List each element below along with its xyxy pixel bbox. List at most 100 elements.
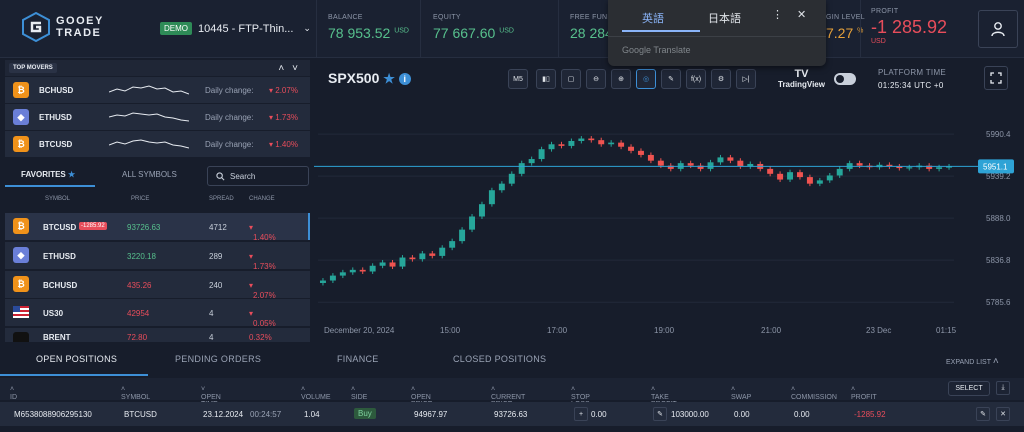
tab-finance[interactable]: FINANCE (337, 354, 379, 364)
user-icon (991, 22, 1005, 37)
gear-icon[interactable]: ⚙ (711, 69, 731, 89)
candle (459, 229, 466, 242)
mover-row[interactable]: ◆ ETHUSD Daily change: ▾ 1.73% (5, 104, 310, 130)
function-icon[interactable]: f(x) (686, 69, 706, 89)
watch-change-value: 1.73% (253, 262, 276, 271)
zoom-out-icon[interactable]: ⊖ (586, 69, 606, 89)
watchlist-row[interactable]: ₿ BCHUSD 435.26 240 ▾ 2.07% (5, 271, 310, 300)
tab-favorites[interactable]: FAVORITES ★ (21, 170, 75, 179)
timeframe-button[interactable]: M5 (508, 69, 528, 89)
crosshair-icon[interactable]: ◎ (636, 69, 656, 89)
watchlist-row[interactable]: ₿ BTCUSD -1285.92 93726.63 4712 ▾ 1.40% (5, 213, 310, 242)
translate-footer: Google Translate (622, 45, 691, 55)
chevron-up-icon[interactable]: ˄ (278, 62, 293, 74)
star-icon[interactable]: ★ (383, 71, 395, 86)
candles-icon[interactable]: ▮▯ (536, 69, 556, 89)
candle (419, 253, 426, 260)
expand-list-button[interactable]: EXPAND LIST ˄ (946, 356, 999, 367)
close-icon[interactable]: ✕ (797, 9, 807, 21)
candle (478, 204, 485, 217)
candle (429, 253, 436, 256)
candle (578, 138, 585, 141)
tab-pending-orders[interactable]: PENDING ORDERS (175, 354, 262, 364)
profit-badge: -1285.92 (79, 222, 107, 230)
candle (558, 144, 565, 146)
search-input[interactable]: Search (207, 166, 309, 186)
watch-spread: 4 (209, 333, 214, 342)
watchlist-row[interactable]: BRENT 72.80 4 0.32% (5, 328, 310, 342)
position-open-price: 94967.97 (414, 410, 448, 419)
edit-icon[interactable]: ✎ (976, 407, 990, 421)
brand-line2: TRADE (56, 27, 102, 39)
user-button[interactable] (978, 10, 1018, 48)
chart-toggle[interactable] (834, 73, 856, 85)
sparkline (109, 112, 189, 122)
col-profit[interactable]: PROFIT ˄ (851, 386, 877, 401)
watch-symbol: ETHUSD (43, 252, 76, 261)
col-commission[interactable]: COMMISSION ˄ (791, 386, 837, 401)
translate-tab-english[interactable]: 英語 (642, 13, 664, 25)
watch-change: ▾ 1.73% (249, 252, 276, 271)
daily-change-label: Daily change: (205, 85, 254, 95)
candle (767, 168, 774, 174)
candle (906, 167, 913, 169)
more-vert-icon[interactable]: ⋮ (772, 9, 783, 21)
sparkline (109, 85, 189, 95)
candle (618, 142, 625, 147)
translate-tab-japanese[interactable]: 日本語 (708, 13, 741, 25)
add-stop-loss-icon[interactable]: + (574, 407, 588, 421)
col-take-profit[interactable]: TAKE PROFIT ˄ (651, 386, 677, 408)
x-tick-label: 17:00 (547, 326, 568, 335)
candle (528, 159, 535, 164)
price-chart[interactable]: 5990.4 5939.2 5888.0 5836.8 5785.6 5951.1 Dece… (314, 110, 1014, 340)
chevron-down-icon: ⌄ (303, 23, 311, 33)
tab-all-symbols[interactable]: ALL SYMBOLS (122, 170, 177, 179)
watch-spread: 4 (209, 309, 214, 318)
table-row[interactable]: M6538088906295130 BTCUSD 23.12.2024 00:2… (0, 402, 1024, 426)
close-position-icon[interactable]: ✕ (996, 407, 1010, 421)
watch-price: 435.26 (127, 281, 152, 290)
info-icon[interactable]: i (398, 73, 411, 86)
expand-list-label: EXPAND LIST (946, 359, 991, 366)
mover-row[interactable]: ₿ BTCUSD Daily change: ▾ 1.40% (5, 131, 310, 157)
margin-level-label: GIN LEVEL (826, 14, 865, 21)
col-id[interactable]: ID ˄ (10, 386, 17, 401)
col-side[interactable]: SIDE ˄ (351, 386, 368, 401)
account-selector[interactable]: DEMO 10445 - FTP-Thin... ⌄ (160, 22, 311, 35)
fullscreen-button[interactable] (984, 66, 1008, 90)
mover-row[interactable]: ₿ BCHUSD Daily change: ▾ 2.07% (5, 77, 310, 103)
y-tick-label: 5888.0 (986, 214, 1011, 223)
select-button[interactable]: SELECT (948, 381, 990, 396)
edit-take-profit-icon[interactable]: ✎ (653, 407, 667, 421)
col-swap[interactable]: SWAP ˄ (731, 386, 752, 401)
platform-time-value: 01:25:34 UTC +0 (878, 81, 944, 90)
x-tick-label: 23 Dec (866, 326, 891, 335)
col-open-time[interactable]: OPEN TIME ˅ (201, 386, 221, 408)
square-icon[interactable]: ▢ (561, 69, 581, 89)
col-open-price[interactable]: OPEN PRICE ˄ (411, 386, 432, 408)
col-stop-loss[interactable]: STOP LOSS ˄ (571, 386, 590, 408)
position-open-date: 23.12.2024 (203, 410, 244, 419)
col-symbol[interactable]: SYMBOL ˄ (121, 386, 151, 401)
tab-open-positions[interactable]: OPEN POSITIONS (36, 354, 118, 364)
candle (856, 163, 863, 166)
candle (727, 157, 734, 161)
candle (329, 275, 336, 281)
sparkline (109, 139, 189, 149)
chevron-down-icon[interactable]: ˅ (292, 62, 306, 74)
candle (687, 163, 694, 166)
demo-badge: DEMO (160, 22, 192, 35)
download-icon[interactable]: ⤓ (996, 381, 1010, 395)
col-current-price[interactable]: CURRENT PRICE ˄ (491, 386, 525, 408)
skip-forward-icon[interactable]: ▷| (736, 69, 756, 89)
candle (667, 165, 674, 169)
divider (860, 0, 861, 58)
pencil-icon[interactable]: ✎ (661, 69, 681, 89)
zoom-in-icon[interactable]: ⊕ (611, 69, 631, 89)
watch-change: ▾ 0.05% (249, 309, 276, 328)
watchlist-row[interactable]: US30 42954 4 ▾ 0.05% (5, 299, 310, 328)
col-volume[interactable]: VOLUME ˄ (301, 386, 331, 401)
tab-indicator (0, 374, 148, 376)
tab-closed-positions[interactable]: CLOSED POSITIONS (453, 354, 547, 364)
watchlist-row[interactable]: ◆ ETHUSD 3220.18 289 ▾ 1.73% (5, 242, 310, 271)
